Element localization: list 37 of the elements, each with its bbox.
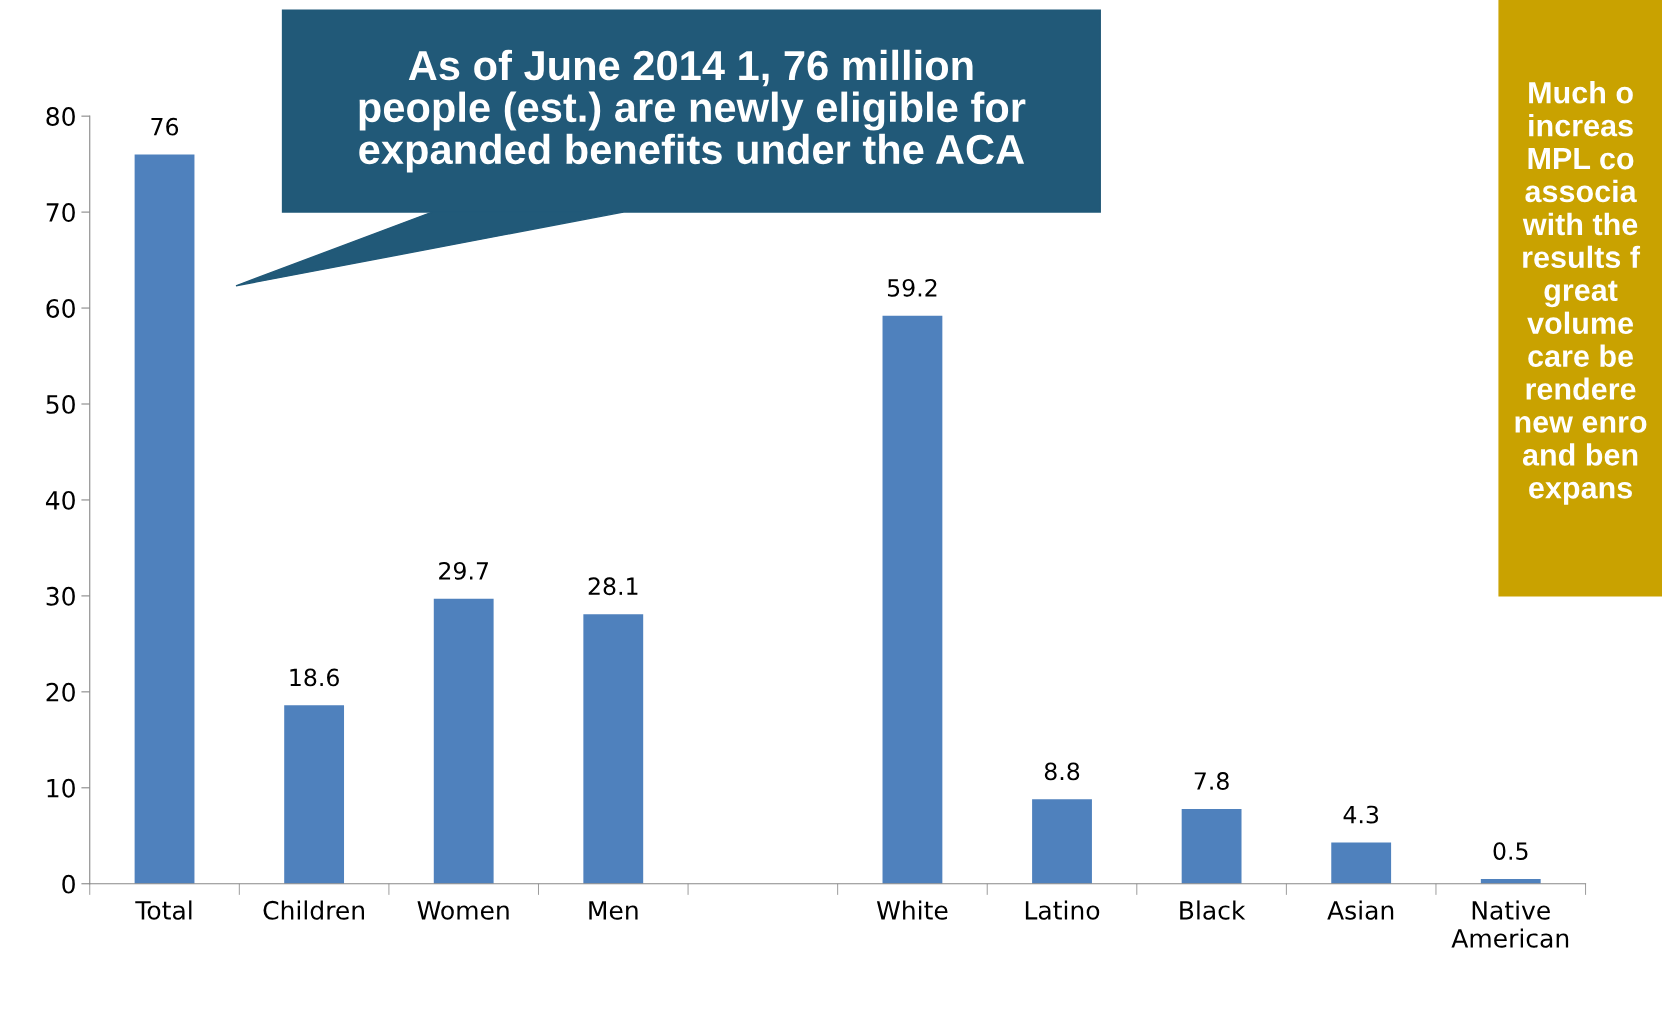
y-tick-label: 10: [47, 778, 75, 798]
y-tick-label: 30: [46, 586, 75, 606]
y-tick-label: 0: [62, 874, 75, 894]
x-tick-label: Total: [135, 900, 192, 920]
x-tick-label: Black: [1180, 900, 1246, 920]
data-label: 76: [151, 117, 179, 136]
y-tick-label: 20: [46, 682, 75, 702]
y-tick-label: 70: [46, 203, 75, 222]
data-label: 28.1: [588, 577, 638, 596]
data-label: 7.8: [1194, 772, 1229, 790]
x-tick-label: White: [876, 900, 948, 920]
bar: [882, 315, 943, 884]
bar: [1032, 799, 1092, 884]
bar: [583, 614, 644, 884]
y-tick-label: 80: [46, 107, 75, 126]
x-tick-label: Asian: [1327, 900, 1394, 920]
y-tick-label: 40: [45, 490, 75, 510]
x-tick-label: Women: [417, 901, 509, 920]
data-label: 8.8: [1044, 762, 1080, 781]
data-label: 29.7: [439, 561, 488, 580]
bar: [433, 598, 494, 884]
text: Much o increas MPL co associa with the results f great volume care be rendere new enro and ben expans: [1515, 81, 1647, 505]
data-label: 4.3: [1343, 805, 1379, 824]
data-label: 18.6: [290, 668, 339, 687]
x-tick-label: Men: [589, 901, 638, 920]
data-label: 0.5: [1493, 842, 1528, 860]
bar: [1181, 808, 1242, 884]
y-tick-label: 50: [46, 394, 75, 414]
y-tick-label: 60: [46, 298, 75, 318]
annotation: As of June 2014 1, 76 million people (est.) are newly eligible for expanded benefits under the ACA: [359, 49, 1026, 173]
data-label: 59.2: [887, 278, 937, 297]
x-tick-label: Children: [263, 900, 364, 920]
bar: [284, 705, 345, 884]
x-tick-label: Native American: [1451, 900, 1569, 948]
bar: [134, 154, 195, 884]
x-tick-label: Latino: [1025, 900, 1100, 920]
bar: [1331, 842, 1392, 884]
